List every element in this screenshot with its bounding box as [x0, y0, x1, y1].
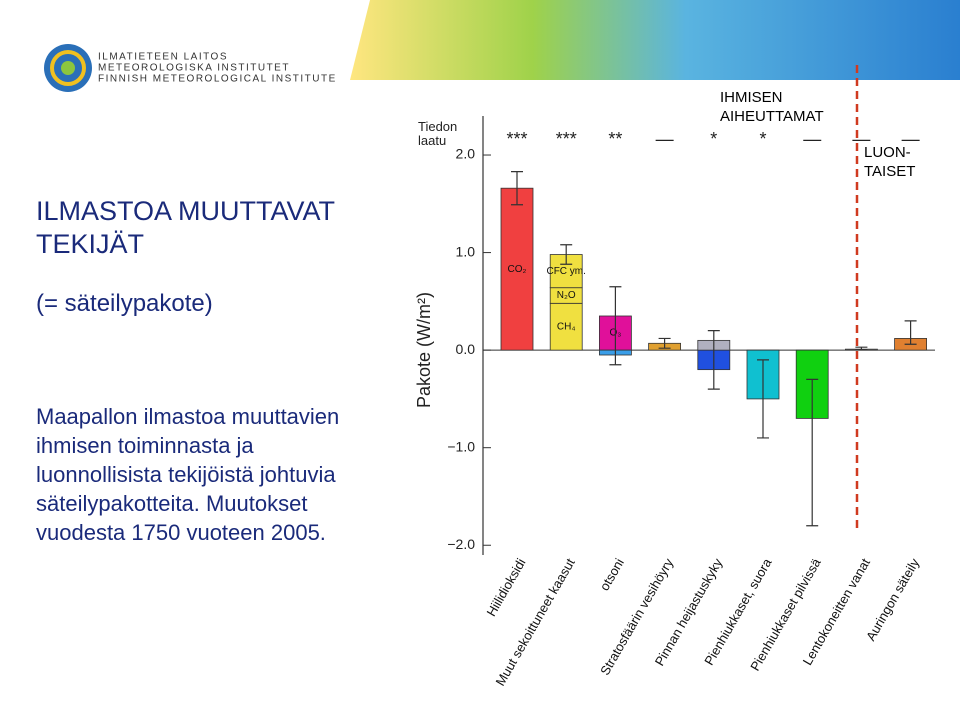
quality-mark: —	[656, 129, 674, 149]
quality-mark: ***	[556, 129, 577, 149]
y-tick-label: 1.0	[456, 243, 476, 259]
quality-mark: ***	[506, 129, 527, 149]
logo	[44, 44, 92, 92]
segment-label: CFC ym.	[546, 266, 585, 277]
bar-segment	[500, 187, 534, 351]
error-bar	[757, 359, 769, 439]
y-tick-label: −1.0	[447, 438, 475, 454]
quality-mark: —	[902, 129, 920, 149]
segment-label: N₂O	[557, 290, 576, 301]
logo-text: FINNISH METEOROLOGICAL INSTITUTE	[98, 74, 337, 85]
segment-label: CO₂	[508, 264, 527, 275]
slide-subtitle: (= säteilypakote)	[36, 290, 213, 317]
x-tick-label: Hiilidioksidi	[483, 556, 528, 619]
error-bar	[511, 171, 523, 206]
error-bar	[904, 320, 917, 345]
x-tick-label: Auringon säteily	[863, 555, 922, 643]
quality-label: Tiedon laatu	[418, 119, 458, 148]
error-bar	[707, 330, 720, 390]
error-bar	[855, 346, 868, 351]
logo-text: ILMATIETEEN LAITOS	[98, 52, 228, 63]
quality-mark: **	[608, 129, 622, 149]
x-tick-label: otsoni	[597, 556, 627, 594]
error-bar	[658, 337, 671, 349]
error-bar	[806, 378, 819, 527]
annotation: IHMISEN AIHEUTTAMAT	[720, 89, 824, 125]
logo-text: METEOROLOGISKA INSTITUTET	[98, 63, 290, 74]
y-tick-label: −2.0	[447, 536, 475, 552]
annotation: LUON- TAISET	[864, 144, 916, 180]
slide-body: Maapallon ilmastoa muuttavien ihmisen to…	[36, 404, 340, 545]
y-tick-label: 2.0	[456, 146, 476, 162]
y-tick-label: 0.0	[456, 341, 476, 357]
quality-mark: *	[710, 129, 717, 149]
error-bar	[609, 286, 622, 366]
y-axis-label: Pakote (W/m²)	[414, 292, 434, 408]
segment-label: CH₄	[557, 321, 576, 332]
quality-mark: *	[759, 129, 766, 149]
error-bar	[560, 244, 573, 265]
bar-segment	[549, 302, 583, 351]
header-band	[350, 0, 960, 80]
quality-mark: —	[803, 129, 821, 149]
slide-title: ILMASTOA MUUTTAVAT TEKIJÄT	[36, 196, 335, 259]
